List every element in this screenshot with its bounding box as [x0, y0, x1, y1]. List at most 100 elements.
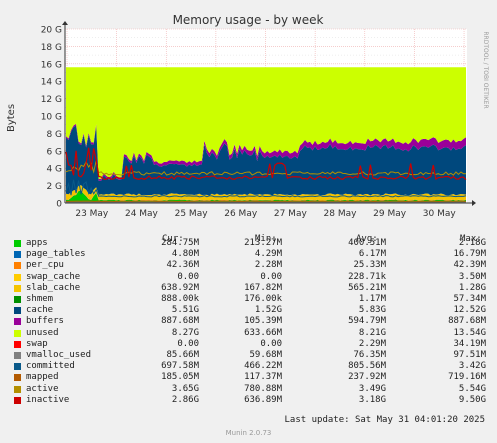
y-tick-labels: 0 2 G 4 G 6 G 8 G 10 G 12 G 14 G 16 G 18 G 20 G [41, 26, 63, 210]
legend-avg-value: 594.79M [348, 316, 386, 327]
legend-swatch [14, 340, 21, 348]
legend-row: swap_cache 0.00 0.00 228.71k 3.50M [0, 272, 497, 283]
y-tick-label: 14 G [41, 78, 62, 88]
legend-avg-value: 8.21G [358, 327, 386, 338]
legend-cur-value: 638.92M [161, 282, 199, 293]
legend-avg-value: 2.29M [358, 338, 386, 349]
area-slab_cache [66, 185, 466, 201]
x-tick-label: 26 May [224, 209, 258, 219]
legend-row: cache 5.51G 1.52G 5.83G 12.52G [0, 305, 497, 316]
legend-min-value: 59.68M [249, 350, 282, 360]
legend-max-value: 34.19M [453, 338, 486, 349]
legend-avg-value: 805.56M [348, 361, 386, 372]
legend-avg-value: 76.35M [353, 350, 386, 360]
legend-cur-value: 5.51G [171, 305, 199, 316]
legend-max-value: 16.79M [453, 249, 486, 260]
legend-col-avg: Avg: [356, 234, 378, 244]
x-tick-labels: 23 May 24 May 25 May 26 May 27 May 28 May 29 M… [75, 209, 456, 219]
legend-row: page_tables 4.80M 4.29M 6.17M 16.79M [0, 249, 497, 260]
legend-avg-value: 5.83G [358, 305, 386, 316]
last-update: Last update: Sat May 31 04:01:20 2025 [284, 415, 485, 425]
legend-cur-value: 0.00 [177, 271, 199, 282]
legend-series-name: cache [26, 305, 54, 316]
x-tick-label: 29 May [373, 209, 407, 219]
legend-min-value: 0.00 [260, 338, 282, 349]
legend-swatch [14, 363, 21, 371]
legend-row: committed 697.58M 466.22M 805.56M 3.42G [0, 361, 497, 372]
legend-swatch [14, 374, 21, 382]
legend-min-value: 633.66M [244, 327, 282, 338]
legend-cur-value: 3.65G [171, 383, 199, 394]
y-tick-label: 8 G [46, 130, 62, 140]
legend-min-value: 167.82M [244, 282, 282, 293]
legend-max-value: 57.34M [453, 294, 486, 304]
legend-series-name: mapped [26, 372, 59, 383]
x-tick-label: 30 May [423, 209, 457, 219]
legend-min-value: 2.28M [254, 260, 282, 271]
axes [62, 21, 476, 206]
legend-series-name: slab_cache [26, 282, 81, 293]
legend-header: Cur: Min: Avg: Max: [0, 234, 497, 245]
rrdtool-watermark: RRDTOOL / TOBI OETIKER [482, 31, 489, 108]
legend-cur-value: 42.36M [166, 260, 199, 271]
legend-cur-value: 4.80M [171, 249, 199, 260]
legend-max-value: 9.50G [458, 394, 486, 405]
legend-max-value: 12.52G [453, 305, 486, 316]
series-lines [65, 147, 467, 203]
legend-swatch [14, 385, 21, 393]
legend-series-name: active [26, 383, 59, 394]
legend-avg-value: 6.17M [358, 249, 386, 260]
legend-cur-value: 85.66M [166, 350, 199, 360]
legend-series-name: shmem [26, 294, 54, 304]
legend-cur-value: 185.05M [161, 372, 199, 383]
x-tick-label: 28 May [324, 209, 358, 219]
legend-max-value: 5.54G [458, 383, 486, 394]
legend-min-value: 1.52G [254, 305, 282, 316]
legend-avg-value: 400.51M [348, 238, 386, 248]
legend-series-name: inactive [26, 394, 70, 405]
x-tick-label: 23 May [75, 209, 109, 219]
legend-min-value: 780.88M [244, 383, 282, 394]
line-inactive [65, 147, 467, 181]
legend-avg-value: 565.21M [348, 282, 386, 293]
y-tick-label: 4 G [46, 165, 62, 175]
legend-row: apps 284.75M 213.27M 400.51M 2.18G [0, 238, 497, 249]
legend-swatch [14, 296, 21, 303]
legend-cur-value: 887.68M [161, 316, 199, 327]
legend-min-value: 636.89M [244, 394, 282, 405]
legend-min-value: 105.39M [244, 316, 282, 327]
legend-series-name: swap_cache [26, 271, 81, 282]
legend-avg-value: 25.33M [353, 260, 386, 271]
legend-cur-value: 8.27G [171, 327, 199, 338]
legend-series-name: unused [26, 327, 59, 338]
legend-max-value: 97.51M [453, 350, 486, 360]
legend-max-value: 887.68M [448, 316, 486, 327]
legend-series-name: swap [26, 338, 48, 349]
legend-row: buffers 887.68M 105.39M 594.79M 887.68M [0, 316, 497, 327]
legend-swatch [14, 329, 21, 337]
legend-max-value: 3.50M [458, 271, 486, 282]
legend-swatch [14, 352, 21, 359]
legend-swatch [14, 318, 21, 326]
legend-row: swap 0.00 0.00 2.29M 34.19M [0, 339, 497, 350]
y-tick-label: 20 G [41, 26, 62, 36]
legend-cur-value: 888.00k [161, 294, 199, 304]
legend-row: active 3.65G 780.88M 3.49G 5.54G [0, 384, 497, 395]
y-tick-label: 2 G [46, 182, 62, 192]
munin-version: Munin 2.0.73 [225, 429, 272, 437]
line-committed [65, 179, 467, 198]
legend-avg-value: 3.18G [358, 394, 386, 405]
area-buffers [66, 123, 466, 181]
legend-swatch [14, 251, 21, 259]
legend-row: unused 8.27G 633.66M 8.21G 13.54G [0, 328, 497, 339]
legend-row: vmalloc_used 85.66M 59.68M 76.35M 97.51M [0, 350, 497, 361]
y-tick-label: 6 G [46, 147, 62, 157]
legend-max-value: 42.39M [453, 260, 486, 271]
legend-row: per_cpu 42.36M 2.28M 25.33M 42.39M [0, 260, 497, 271]
legend-cur-value: 2.86G [171, 394, 199, 405]
legend-min-value: 213.27M [244, 238, 282, 248]
legend-col-min: Min: [255, 234, 277, 244]
legend-series-name: buffers [26, 316, 64, 327]
legend-min-value: 176.00k [244, 294, 282, 304]
